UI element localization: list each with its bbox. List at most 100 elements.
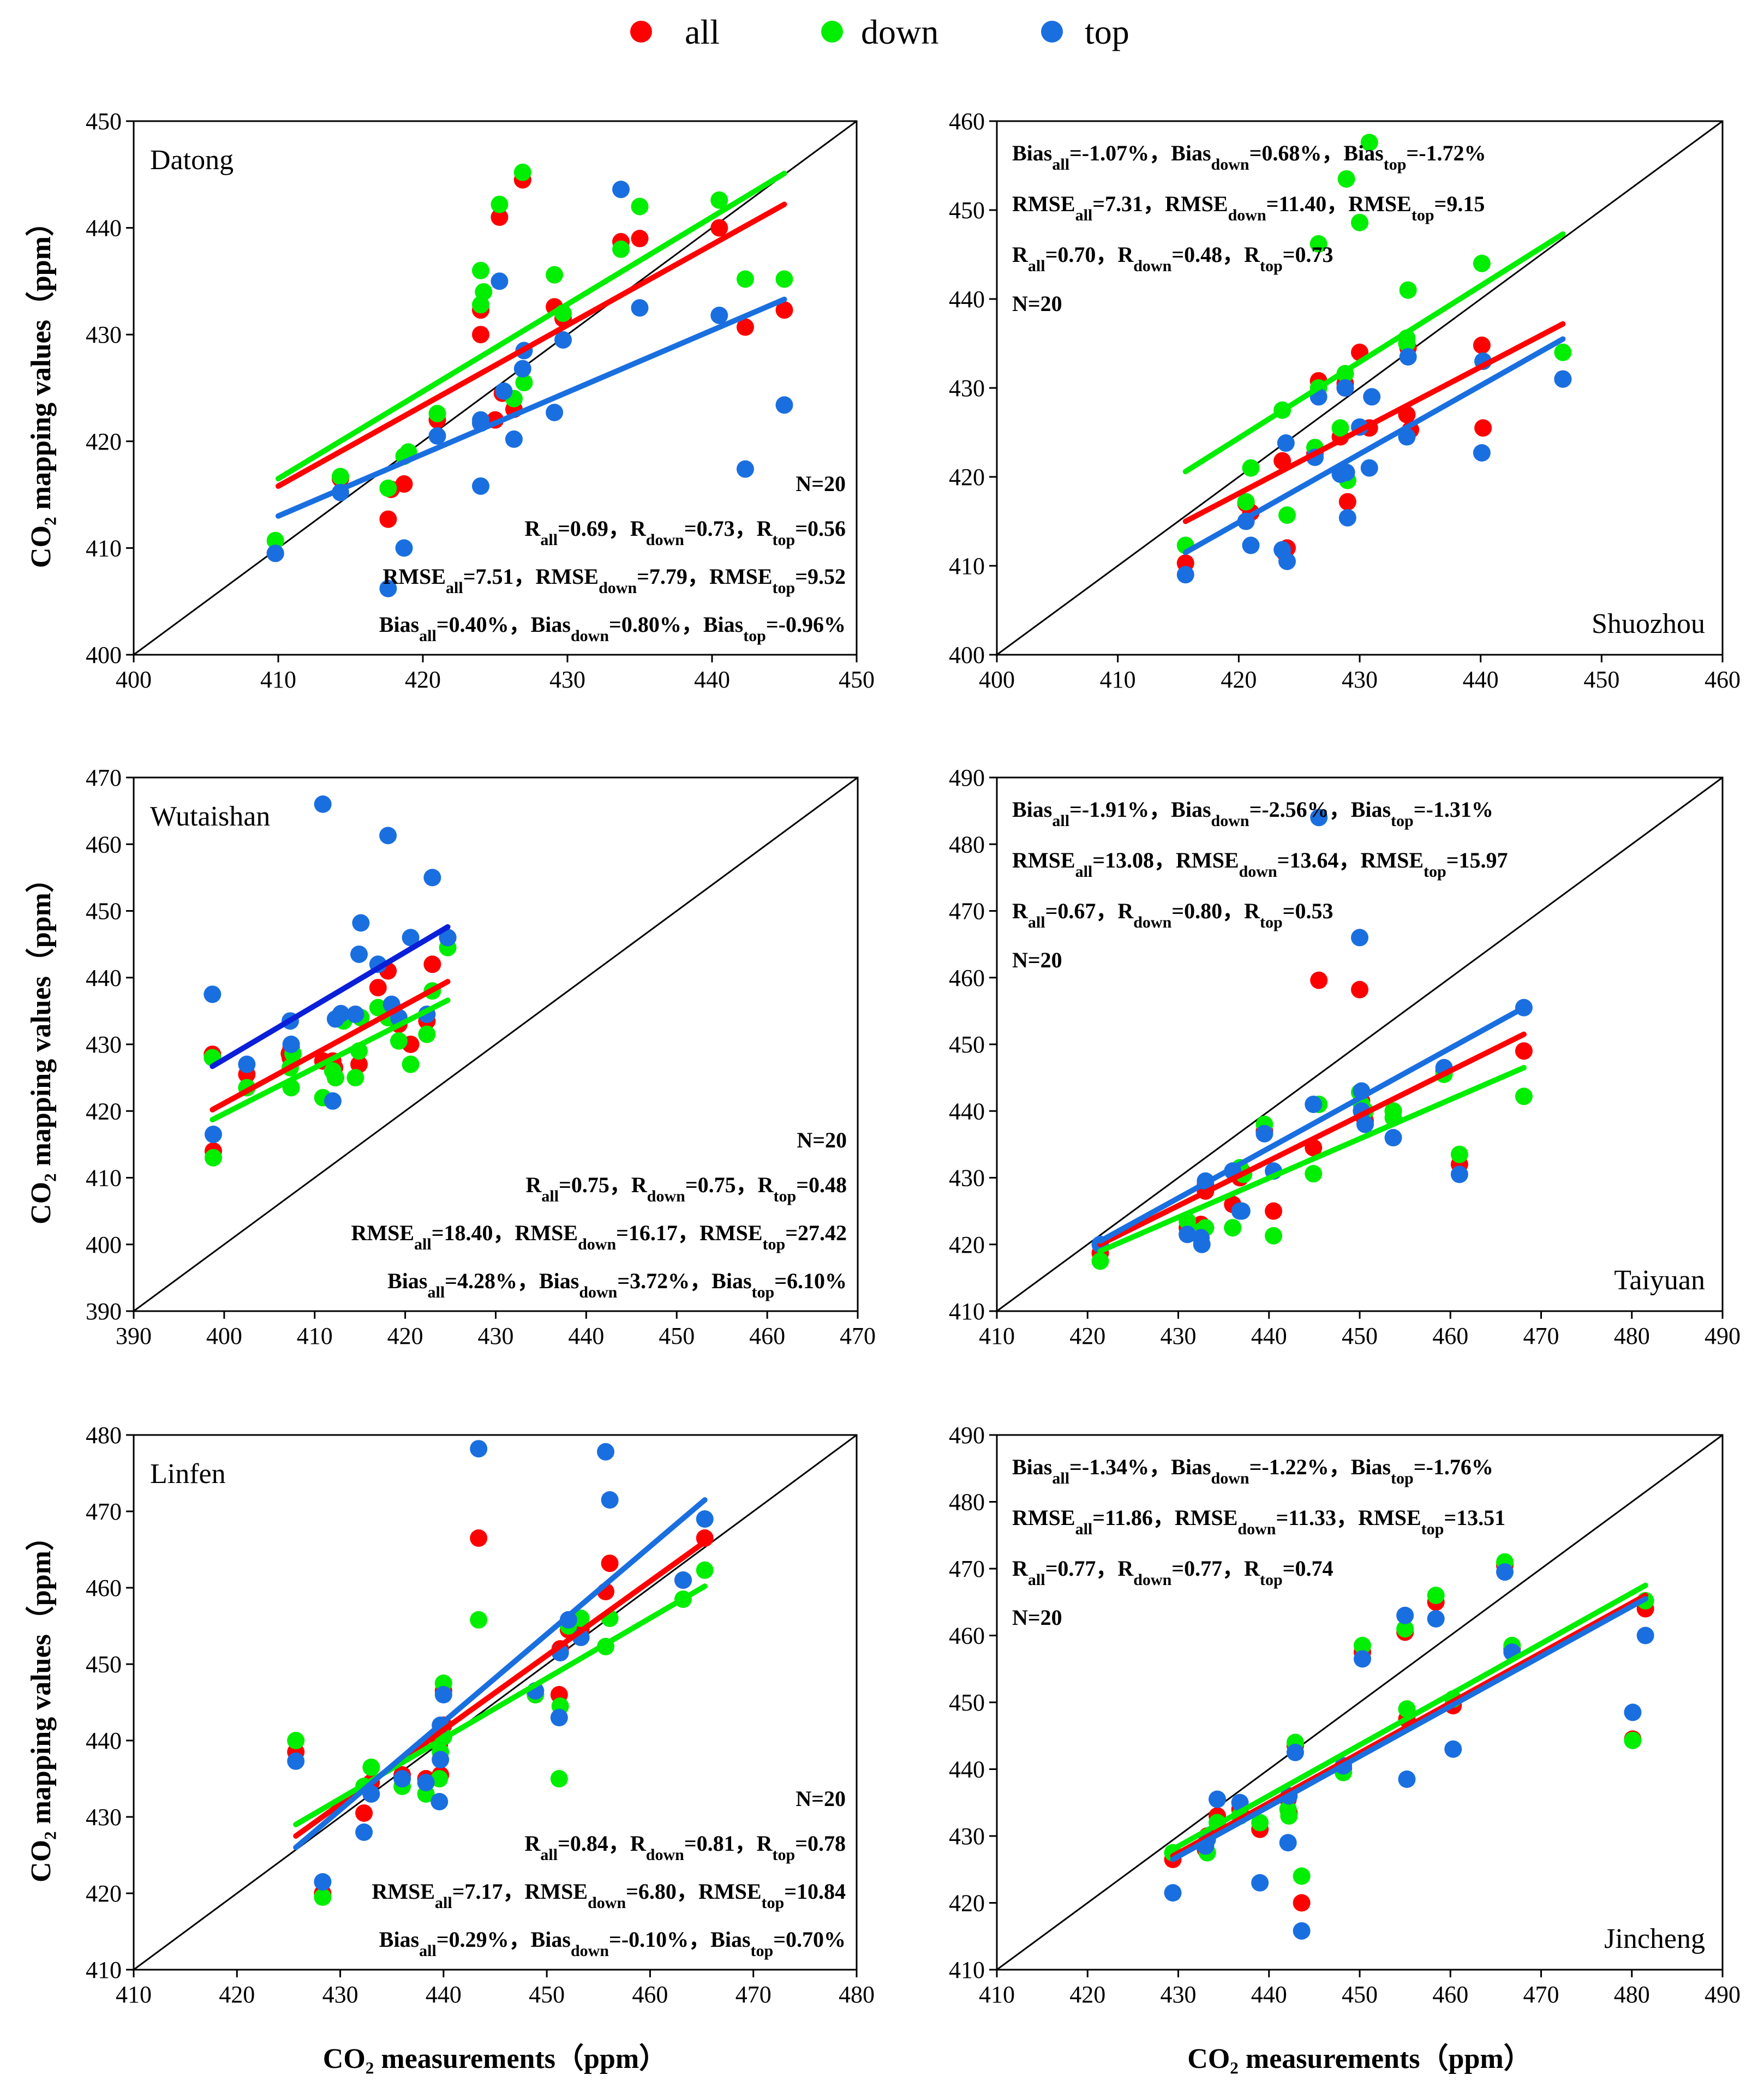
point-down: [1515, 1087, 1533, 1105]
legend-label-down: down: [861, 13, 938, 51]
point-top: [546, 403, 564, 421]
point-all: [631, 230, 649, 248]
stat-line: Biasall=0.29%，Biasdown=-0.10%，Biastop=0.…: [379, 1927, 846, 1960]
point-top: [395, 539, 413, 557]
point-top: [324, 1092, 342, 1110]
point-top: [1279, 1834, 1297, 1852]
fit-line-down: [276, 170, 787, 482]
plot-area: [997, 121, 1723, 655]
y-tick-label: 480: [86, 1422, 122, 1449]
point-down: [513, 163, 531, 181]
series-top: [204, 795, 457, 1144]
y-axis-title: CO₂ mapping values（ppm）: [25, 208, 57, 568]
x-tick-label: 470: [840, 1323, 876, 1349]
point-down: [326, 1069, 344, 1087]
panel-shuozhou: 400 410 420 430 440 450 4604004104204304404504…: [25, 108, 1741, 693]
x-tick-label: 390: [116, 1323, 152, 1349]
y-tick-label: 450: [949, 1031, 985, 1058]
stat-line: Rall=0.69，Rdown=0.73，Rtop=0.56: [525, 516, 846, 549]
point-top: [1624, 1703, 1642, 1721]
point-all: [470, 1529, 488, 1547]
point-down: [1224, 1219, 1242, 1237]
point-down: [1237, 493, 1255, 511]
y-tick-label: 490: [949, 1422, 985, 1449]
point-down: [428, 404, 446, 422]
x-tick-label: 450: [839, 666, 875, 693]
point-top: [612, 181, 630, 199]
x-tick-label: 410: [1100, 666, 1136, 693]
y-tick-label: 460: [949, 965, 985, 991]
stat-line: N=20: [1012, 948, 1062, 972]
point-all: [1273, 452, 1291, 470]
point-down: [475, 283, 493, 301]
y-tick-label: 410: [86, 1165, 122, 1192]
y-tick-label: 460: [949, 108, 985, 135]
legend-item-all: all: [630, 13, 720, 51]
stat-line: N=20: [796, 1786, 846, 1811]
y-tick-label: 430: [86, 321, 122, 348]
x-tick-label: 450: [1342, 1323, 1378, 1349]
point-top: [1450, 1165, 1468, 1183]
point-top: [1473, 444, 1491, 462]
y-tick-label: 420: [949, 464, 985, 491]
point-top: [402, 929, 420, 947]
y-tick-label: 440: [86, 215, 122, 242]
point-down: [1305, 1165, 1323, 1183]
x-tick-label: 420: [1221, 666, 1257, 693]
point-top: [775, 396, 793, 414]
y-tick-label: 460: [86, 1575, 122, 1601]
y-tick-label: 400: [949, 642, 985, 668]
point-down: [1091, 1252, 1109, 1270]
point-all: [350, 1055, 368, 1073]
x-tick-label: 410: [979, 1323, 1015, 1349]
x-tick-label: 440: [426, 1981, 462, 2008]
point-top: [346, 1005, 364, 1023]
fit-line-top: [1182, 336, 1566, 555]
x-tick-label: 400: [206, 1323, 242, 1349]
legend-label-top: top: [1085, 13, 1129, 51]
point-top: [379, 827, 397, 845]
point-all: [355, 1804, 373, 1822]
point-top: [674, 1571, 692, 1589]
point-all: [736, 318, 754, 336]
x-tick-label: 440: [694, 666, 730, 693]
x-tick-label: 450: [659, 1323, 695, 1349]
panel-title: Shuozhou: [1592, 608, 1705, 639]
stat-line: Rall=0.75，Rdown=0.75，Rtop=0.48: [526, 1173, 847, 1205]
stats-block: Biasall=-1.34%，Biasdown=-1.22%，Biastop=-…: [1012, 1455, 1505, 1630]
stat-line: Biasall=-1.34%，Biasdown=-1.22%，Biastop=-…: [1012, 1455, 1493, 1487]
point-top: [1176, 566, 1194, 584]
point-top: [1286, 1743, 1304, 1761]
point-down: [1360, 134, 1378, 152]
x-tick-label: 490: [1705, 1981, 1741, 2008]
stat-line: Biasall=-1.91%，Biasdown=-2.56%，Biastop=-…: [1012, 797, 1493, 830]
panel-title: Jincheng: [1604, 1923, 1705, 1954]
point-down: [418, 1025, 436, 1043]
y-tick-label: 410: [949, 553, 985, 579]
panel-title: Wutaishan: [150, 801, 270, 832]
point-top: [1193, 1235, 1211, 1253]
y-tick-label: 400: [86, 1231, 122, 1258]
x-tick-label: 450: [529, 1981, 565, 2008]
series-top: [1176, 348, 1572, 584]
y-tick-label: 390: [86, 1298, 122, 1325]
point-top: [554, 331, 572, 349]
x-tick-label: 430: [549, 666, 585, 693]
x-tick-label: 490: [1705, 1323, 1741, 1349]
x-tick-label: 450: [1342, 1981, 1378, 2008]
point-top: [696, 1510, 714, 1528]
x-tick-label: 410: [979, 1981, 1015, 2008]
stats-block: N=20 Rall=0.75，Rdown=0.75，Rtop=0.48 RMSEal…: [351, 1128, 847, 1301]
point-top: [352, 914, 370, 932]
point-top: [204, 985, 222, 1003]
identity-line: [997, 1435, 1723, 1970]
point-top: [393, 1770, 411, 1787]
x-tick-label: 420: [387, 1323, 423, 1349]
point-top: [439, 929, 457, 947]
x-tick-label: 430: [1161, 1323, 1197, 1349]
fit-line-down: [1097, 1065, 1527, 1254]
x-tick-label: 450: [1583, 666, 1619, 693]
panel-jincheng: 410 420 430 440 450 460 470 480 490 410 420 430 440 4…: [949, 1422, 1741, 2074]
point-down: [631, 198, 649, 216]
point-top: [238, 1055, 256, 1073]
